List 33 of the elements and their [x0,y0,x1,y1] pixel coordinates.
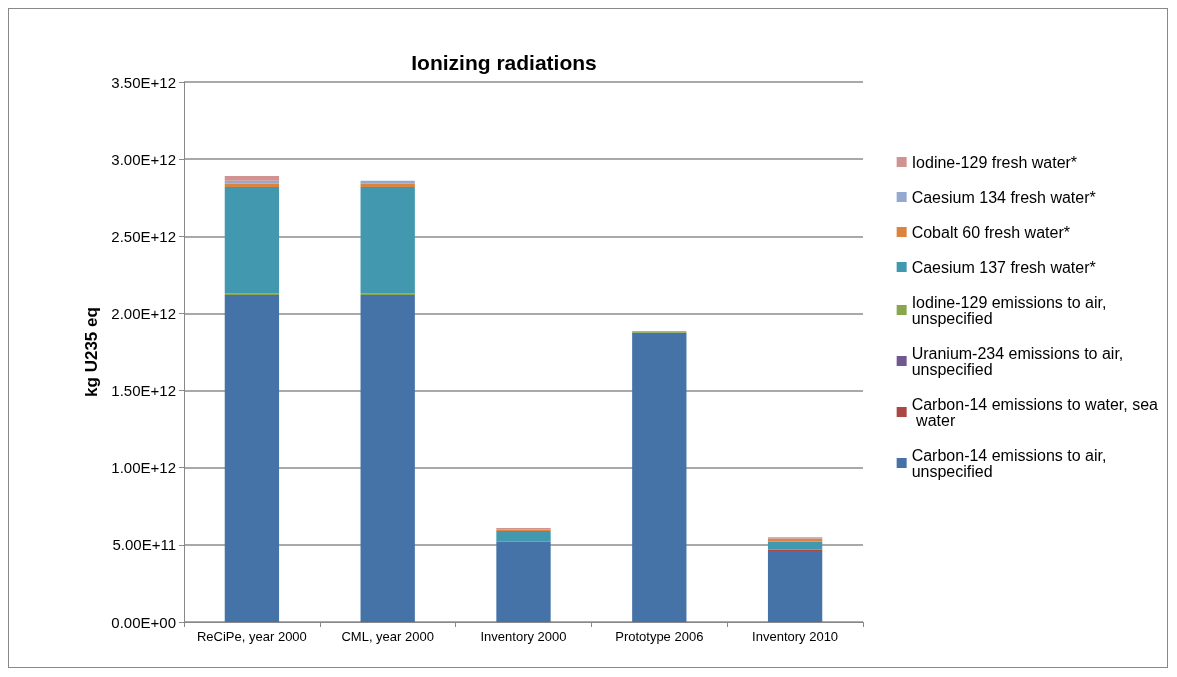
x-tick-label: CML, year 2000 [341,629,434,644]
y-tick-label: 3.00E+12 [111,150,176,168]
legend-label: Iodine-129 fresh water* [911,153,1078,171]
legend-label: Carbon-14 emissions to air, unspecified [911,446,1111,480]
bar [360,294,415,622]
legend-label: Iodine-129 emissions to air, unspecified [911,293,1111,327]
x-tick-label: Inventory 2000 [480,629,567,644]
legend-label: Caesium 134 fresh water* [911,188,1096,206]
y-tick-label: 1.00E+12 [111,459,176,477]
y-tick-label: 5.00E+11 [112,536,176,554]
bar [767,541,823,550]
x-tick-label: Inventory 2010 [752,629,839,644]
y-tick-label: 0.00E+00 [111,613,176,631]
x-tick-label: ReCiPe, year 2000 [196,629,307,644]
bar [496,541,551,622]
y-axis-title: kg U235 eq [82,307,102,397]
x-tick-label: Prototype 2006 [615,629,704,644]
chart-title: Ionizing radiations [411,51,597,74]
y-tick-label: 2.00E+12 [111,304,176,322]
legend-label: Carbon-14 emissions to water, sea water [911,395,1159,429]
legend-label: Uranium-234 emissions to air, unspecified [911,344,1128,378]
y-tick-label: 3.50E+12 [111,73,176,91]
bar [360,186,415,294]
bar [224,176,280,181]
bar [224,294,280,622]
legend-label: Cobalt 60 fresh water* [911,223,1070,241]
bar [224,186,280,294]
bar [767,551,823,622]
bar [496,530,551,542]
legend-label: Caesium 137 fresh water* [911,258,1096,276]
y-tick-label: 1.50E+12 [111,382,176,400]
bar [632,332,687,622]
y-tick-label: 2.50E+12 [111,227,176,245]
